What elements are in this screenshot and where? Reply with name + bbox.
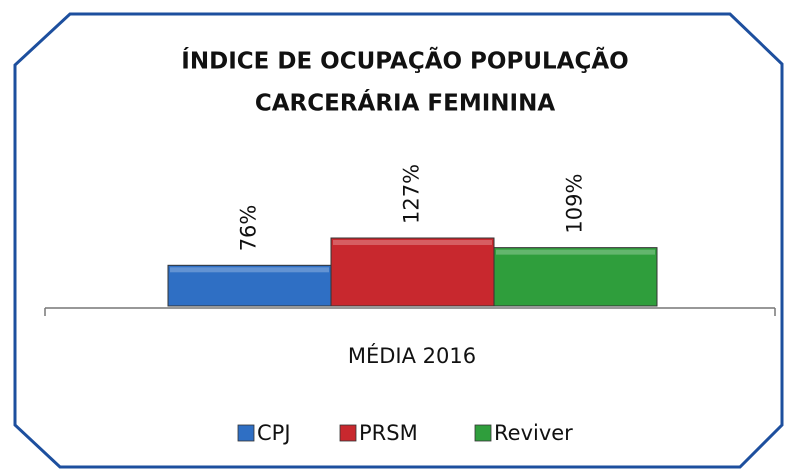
value-label: 76% — [237, 205, 261, 252]
bar — [330, 237, 495, 307]
value-label: 109% — [563, 174, 587, 234]
legend-swatch — [474, 424, 492, 442]
bar — [167, 264, 332, 307]
legend-label: Reviver — [494, 421, 573, 445]
value-label: 127% — [400, 164, 424, 224]
bar-shine — [496, 249, 655, 255]
chart-title: ÍNDICE DE OCUPAÇÃO POPULAÇÃO — [181, 47, 628, 75]
bar — [493, 247, 658, 307]
bar-shine — [170, 267, 329, 273]
legend-label: CPJ — [257, 421, 291, 445]
legend-label: PRSM — [359, 421, 418, 445]
legend-swatch — [339, 424, 357, 442]
legend-swatch — [237, 424, 255, 442]
bar-shine — [333, 240, 492, 245]
chart-subtitle: CARCERÁRIA FEMININA — [255, 89, 555, 117]
x-tick-label: MÉDIA 2016 — [348, 343, 476, 368]
